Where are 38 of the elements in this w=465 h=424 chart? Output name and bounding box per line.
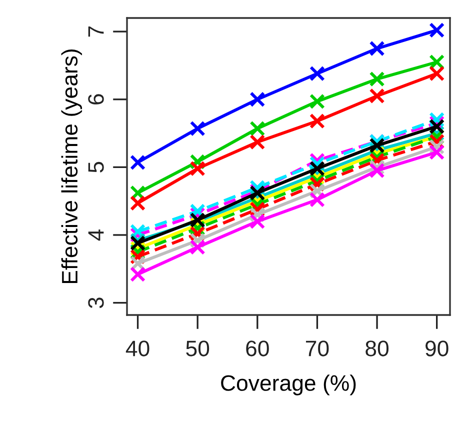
x-tick-label: 90: [426, 340, 448, 356]
y-tick-label: 7: [88, 26, 104, 37]
x-tick-label: 80: [366, 340, 389, 356]
point: [429, 22, 445, 38]
point: [309, 160, 325, 176]
point: [190, 160, 206, 176]
point: [130, 195, 146, 211]
point: [309, 66, 325, 82]
x-tick-label: 60: [246, 340, 269, 356]
point: [309, 113, 325, 129]
point: [429, 54, 445, 70]
point: [429, 66, 445, 82]
point: [130, 154, 146, 170]
point: [309, 192, 325, 208]
point: [250, 120, 266, 136]
y-tick-label: 4: [88, 229, 104, 241]
y-tick-label: 6: [88, 94, 104, 104]
y-axis-title: Effective lifetime (years): [61, 50, 82, 284]
point: [250, 214, 266, 230]
point: [369, 71, 385, 87]
point: [429, 144, 445, 160]
x-tick-label: 40: [126, 340, 150, 356]
point: [130, 266, 146, 282]
x-axis-title: Coverage (%): [221, 374, 356, 396]
y-tick-label: 3: [88, 298, 104, 308]
point: [190, 239, 206, 255]
point: [369, 88, 385, 104]
y-tick-label: 5: [88, 162, 104, 172]
x-tick-label: 50: [186, 340, 210, 356]
point: [429, 118, 445, 134]
point: [369, 138, 385, 154]
point: [309, 94, 325, 110]
point: [250, 92, 266, 108]
point: [250, 134, 266, 150]
x-tick-label: 70: [306, 340, 329, 356]
point: [369, 162, 385, 178]
point: [369, 40, 385, 56]
point: [190, 120, 206, 136]
